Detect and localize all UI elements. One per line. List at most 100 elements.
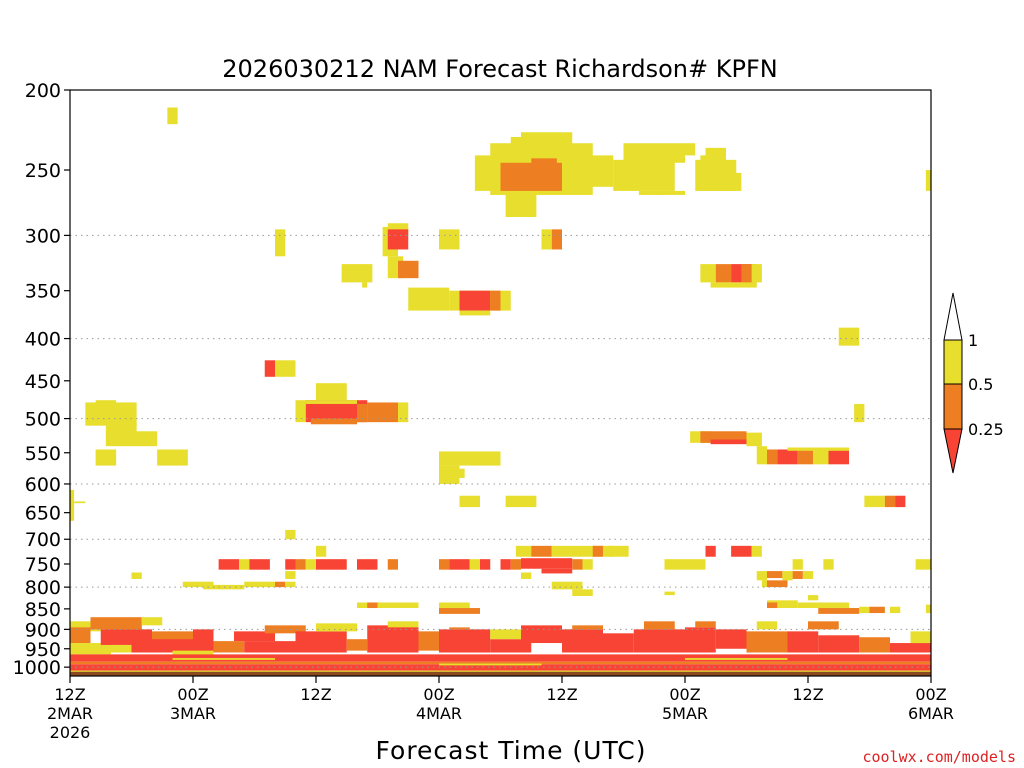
heatmap-cell	[439, 451, 501, 466]
y-tick-label: 200	[25, 80, 61, 102]
heatmap-cell	[603, 633, 634, 653]
heatmap-cell	[808, 595, 819, 601]
heatmap-cell	[408, 287, 450, 311]
heatmap-cell	[439, 229, 460, 250]
heatmap-cell	[305, 400, 357, 404]
plot-frame	[69, 89, 932, 677]
heatmap-cell	[285, 559, 296, 570]
legend-bin-yellow	[943, 339, 963, 385]
x-tick-label: 00Z	[423, 685, 454, 704]
heatmap-cell	[95, 400, 117, 408]
heatmap-cell	[305, 400, 368, 423]
heatmap-cell	[592, 545, 603, 557]
heatmap-cell	[808, 621, 839, 630]
x-tick-label: 12Z	[54, 685, 85, 704]
heatmap-cell	[362, 282, 368, 288]
heatmap-cell	[623, 143, 685, 163]
y-axis: 200 250 300 350 400 450 500 550 600 650 700 7508008…	[13, 80, 70, 679]
heatmap-cell	[449, 627, 470, 630]
heatmap-cell	[869, 606, 885, 614]
heatmap-cell	[710, 282, 757, 288]
heatmap-cell	[111, 644, 132, 653]
y-tick-label: 300	[25, 225, 61, 247]
heatmap-cell	[510, 559, 521, 570]
heatmap-cell	[449, 559, 470, 570]
heatmap-cell	[531, 545, 552, 557]
heatmap-cell	[193, 629, 214, 653]
heatmap-cell	[854, 403, 865, 423]
heatmap-cell	[480, 559, 491, 570]
y-tick-label: 950	[25, 639, 61, 661]
heatmap-cell	[767, 602, 778, 609]
x-tick-label: 5MAR	[662, 704, 708, 723]
heatmap-cell	[756, 621, 778, 630]
heatmap-cell	[305, 559, 316, 570]
heatmap-cell	[813, 449, 829, 465]
x-tick-label: 2026	[50, 723, 91, 742]
heatmap-cell	[167, 107, 178, 125]
heatmap-cell	[70, 670, 931, 673]
heatmap-cell	[439, 663, 542, 666]
heatmap-cell	[469, 559, 480, 570]
heatmap-cell	[823, 559, 834, 570]
heatmap-cell	[85, 402, 137, 426]
heatmap-cell	[541, 229, 552, 250]
heatmap-cell	[346, 639, 368, 651]
heatmap-cell	[439, 465, 460, 484]
heatmap-cell	[685, 658, 788, 660]
heatmap-cell	[500, 162, 562, 191]
heatmap-cell	[131, 637, 193, 653]
heatmap-cell	[710, 439, 747, 445]
heatmap-cell	[746, 631, 788, 653]
heatmap-cell	[459, 290, 491, 311]
y-tick-label: 700	[25, 529, 61, 551]
heatmap-cell	[295, 400, 306, 423]
heatmap-cell	[864, 495, 885, 508]
heatmap-cell	[203, 584, 245, 590]
heatmap-cell	[705, 545, 716, 557]
heatmap-cell	[531, 158, 557, 165]
heatmap-cell	[275, 360, 296, 377]
heatmap-cell	[751, 545, 762, 557]
heatmap-cell	[70, 661, 931, 665]
heatmap-cell	[884, 495, 896, 508]
chart-title: 2026030212 NAM Forecast Richardson# KPFN	[222, 55, 777, 83]
heatmap-cell	[572, 589, 593, 596]
heatmap-cell	[664, 591, 675, 596]
legend-label: 0.25	[968, 420, 1004, 439]
watermark: coolwx.com/models	[862, 748, 1016, 766]
heatmap-cell	[777, 449, 798, 465]
heatmap-cell	[387, 621, 419, 628]
heatmap-cell	[367, 402, 398, 423]
heatmap-cell	[234, 631, 275, 642]
heatmap-cell	[797, 602, 849, 609]
y-tick-label: 550	[25, 443, 61, 465]
heatmap-cell	[910, 631, 931, 644]
heatmap-cell	[541, 568, 573, 574]
heatmap-cell	[357, 403, 368, 423]
heatmap-cell	[695, 621, 716, 628]
heatmap-cell	[664, 559, 706, 570]
heatmap-cell	[551, 229, 562, 250]
heatmap-cell	[787, 631, 819, 653]
y-tick-label: 800	[25, 577, 61, 599]
heatmap-cell	[818, 608, 860, 614]
heatmap-cell	[70, 627, 91, 644]
heatmap-cell	[310, 418, 357, 425]
heatmap-cell	[915, 559, 931, 570]
heatmap-cell	[244, 581, 275, 588]
heatmap-cell	[521, 572, 532, 579]
legend-bin-orange	[943, 383, 963, 430]
x-tick-label: 12Z	[546, 685, 577, 704]
heatmap-cell	[731, 545, 752, 557]
heatmap-cell	[700, 264, 716, 283]
heatmap-cell	[439, 602, 470, 609]
x-tick-label: 2MAR	[47, 704, 93, 723]
heatmap-cell	[838, 327, 860, 346]
heatmap-cell	[275, 229, 286, 257]
ground-band	[70, 671, 931, 676]
y-tick-label: 900	[25, 619, 61, 641]
heatmap-cell	[925, 604, 931, 614]
